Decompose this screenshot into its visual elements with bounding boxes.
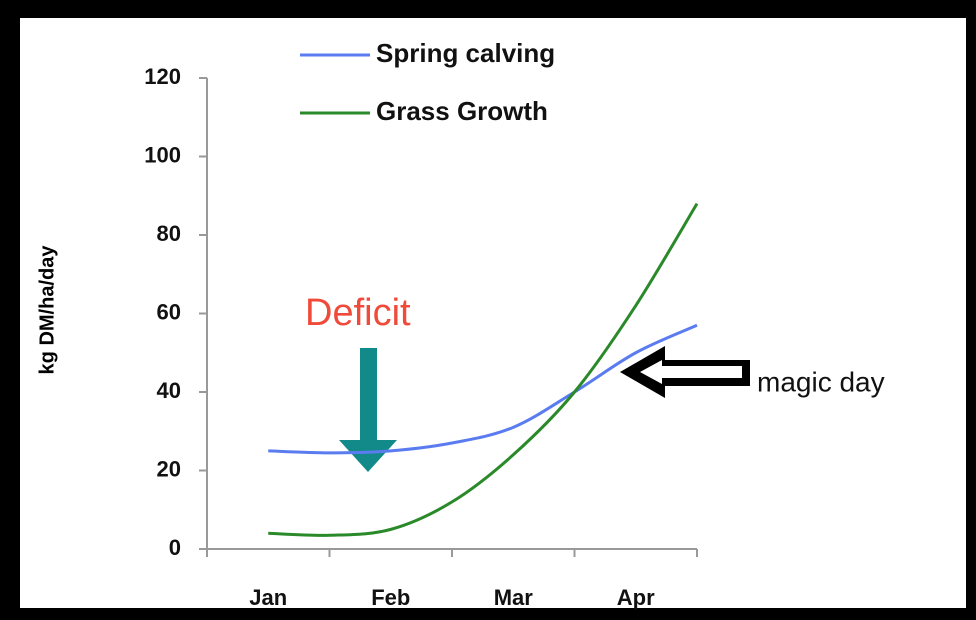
y-tick-label: 80 (157, 221, 181, 246)
plot-background (20, 18, 966, 608)
magic-day-arrow-inner (640, 360, 742, 384)
x-tick-label: Mar (494, 585, 534, 610)
y-tick-label: 20 (157, 456, 181, 481)
deficit-arrow (339, 348, 397, 472)
x-tick-label: Jan (249, 585, 287, 610)
y-tick-label: 100 (144, 142, 181, 167)
x-tick-label: Feb (371, 585, 410, 610)
line (268, 202, 699, 537)
y-tick-label: 0 (169, 535, 181, 560)
y-tick-label: 120 (144, 64, 181, 89)
annotation: magic day (757, 366, 885, 397)
legend-label: Grass Growth (376, 96, 548, 126)
legend-label: Spring calving (376, 38, 555, 68)
y-axis-label: kg DM/ha/day (36, 245, 58, 375)
x-tick-label: Apr (617, 585, 655, 610)
line (268, 323, 698, 455)
annotation: Deficit (305, 292, 411, 334)
y-tick-label: 40 (157, 378, 181, 403)
y-tick-label: 60 (157, 299, 181, 324)
